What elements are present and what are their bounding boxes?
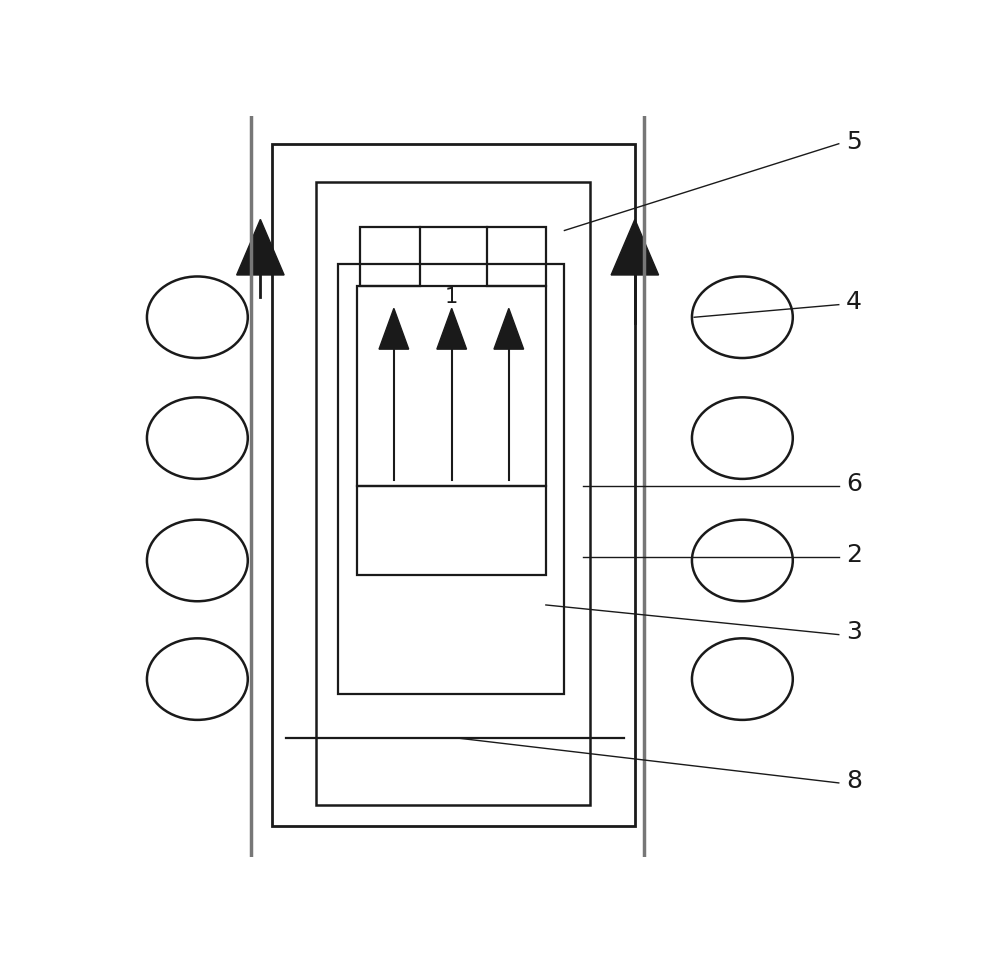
Bar <box>338 264 564 694</box>
Bar <box>357 486 546 575</box>
Polygon shape <box>611 220 659 275</box>
Text: 5: 5 <box>846 129 862 153</box>
Text: 1: 1 <box>445 287 458 307</box>
Polygon shape <box>437 308 467 350</box>
Text: 3: 3 <box>846 620 862 644</box>
Text: 2: 2 <box>846 542 862 566</box>
Bar <box>316 182 590 805</box>
Text: 8: 8 <box>846 768 862 793</box>
Text: 6: 6 <box>846 472 862 496</box>
Polygon shape <box>494 308 524 350</box>
Polygon shape <box>379 308 409 350</box>
Bar <box>487 226 546 286</box>
Bar <box>360 226 420 286</box>
Text: 4: 4 <box>846 291 862 315</box>
Polygon shape <box>237 220 284 275</box>
Bar <box>272 143 635 826</box>
Bar <box>357 286 546 486</box>
